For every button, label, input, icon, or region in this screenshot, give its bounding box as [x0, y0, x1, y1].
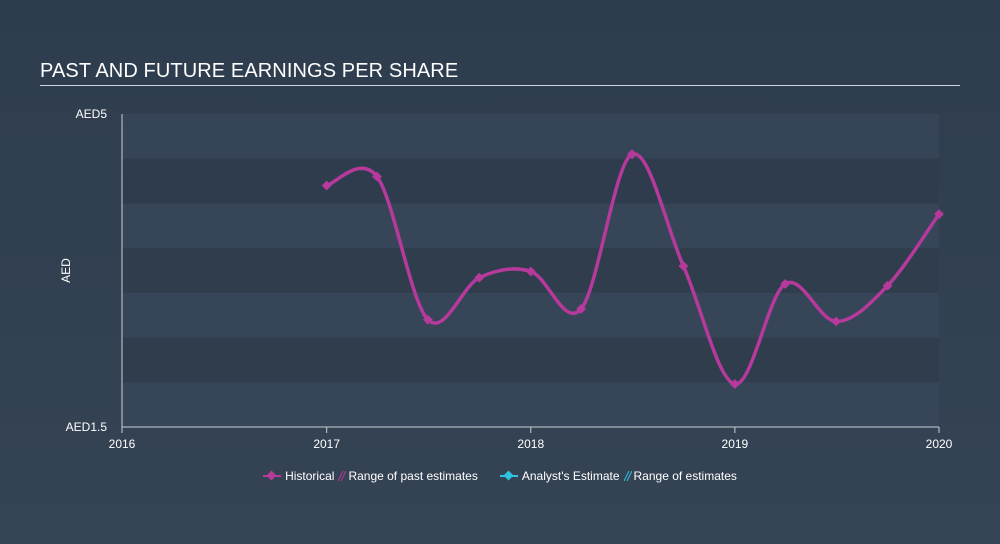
- grid-band: [122, 158, 939, 204]
- title-divider: [40, 85, 960, 86]
- x-tick-label: 2016: [109, 437, 136, 451]
- legend-range-past[interactable]: Range of past estimates: [338, 469, 478, 483]
- historical-point[interactable]: [729, 379, 740, 390]
- y-tick-label: AED1.5: [66, 420, 108, 434]
- grid-band: [122, 114, 939, 159]
- chart-legend: Historical Range of past estimates Analy…: [0, 469, 1000, 483]
- historical-point[interactable]: [882, 280, 893, 291]
- historical-point[interactable]: [780, 278, 791, 289]
- chart-title: PAST AND FUTURE EARNINGS PER SHARE: [40, 60, 459, 82]
- range-past-hatch-icon: [338, 471, 347, 481]
- historical-point[interactable]: [678, 261, 689, 271]
- grid-band: [122, 292, 939, 338]
- historical-point[interactable]: [422, 314, 433, 325]
- grid-band: [122, 203, 939, 249]
- historical-point[interactable]: [525, 266, 536, 277]
- historical-point[interactable]: [627, 149, 637, 160]
- historical-point[interactable]: [474, 272, 485, 283]
- x-tick-label: 2020: [926, 437, 953, 451]
- y-axis-label: AED: [59, 258, 73, 283]
- historical-swatch-icon: [263, 470, 282, 481]
- historical-point[interactable]: [576, 304, 587, 314]
- range-future-hatch-icon: [623, 471, 632, 481]
- legend-range-future-label: Range of estimates: [633, 469, 737, 483]
- x-tick-label: 2018: [517, 437, 544, 451]
- x-tick-label: 2019: [722, 437, 749, 451]
- y-tick-label: AED5: [76, 107, 108, 121]
- x-tick-label: 2017: [313, 437, 340, 451]
- legend-historical-label: Historical: [285, 469, 335, 483]
- legend-analyst-label: Analyst's Estimate: [521, 469, 620, 483]
- analyst-swatch-icon: [499, 470, 518, 481]
- historical-point[interactable]: [934, 209, 944, 220]
- historical-point[interactable]: [372, 171, 382, 182]
- grid-band: [122, 382, 939, 427]
- legend-range-past-label: Range of past estimates: [348, 469, 478, 483]
- legend-historical[interactable]: Historical: [263, 469, 334, 483]
- grid-band: [122, 337, 939, 383]
- legend-range-future[interactable]: Range of estimates: [623, 469, 737, 483]
- historical-point[interactable]: [831, 316, 842, 327]
- legend-analyst[interactable]: Analyst's Estimate: [499, 469, 620, 483]
- historical-point[interactable]: [321, 180, 332, 191]
